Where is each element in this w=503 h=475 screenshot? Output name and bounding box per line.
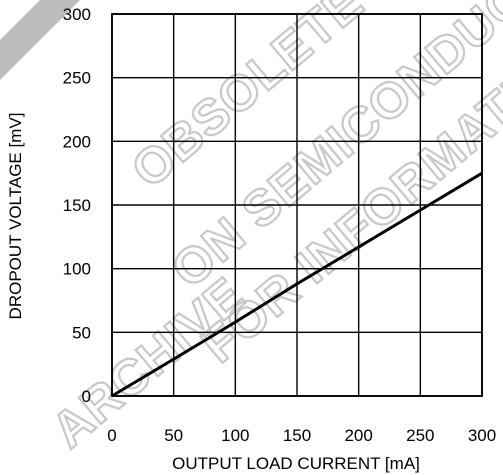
x-axis-title: OUTPUT LOAD CURRENT [mA] [172, 454, 420, 473]
x-tick-label: 100 [221, 426, 249, 445]
y-tick-label: 300 [63, 5, 91, 24]
x-tick-label: 50 [164, 426, 183, 445]
y-tick-label: 200 [63, 132, 91, 151]
x-tick-label: 250 [406, 426, 434, 445]
y-tick-label: 100 [63, 260, 91, 279]
series-line [111, 171, 483, 398]
plot-border [111, 13, 483, 397]
y-axis-title: DROPOUT VOLTAGE [mV] [6, 113, 25, 320]
corner-banner [0, 0, 80, 80]
y-tick-label: 150 [63, 196, 91, 215]
y-tick-label: 250 [63, 69, 91, 88]
x-tick-label: 300 [468, 426, 496, 445]
y-tick-label: 0 [82, 387, 91, 406]
x-tick-labels: 0 50 100 150 200 250 300 [107, 426, 496, 445]
series-group [111, 171, 483, 398]
y-tick-labels: 0 50 100 150 200 250 300 [63, 5, 91, 406]
plot-frame [111, 13, 483, 397]
y-tick-label: 50 [72, 323, 91, 342]
x-tick-label: 200 [344, 426, 372, 445]
x-tick-label: 150 [283, 426, 311, 445]
x-tick-label: 0 [107, 426, 116, 445]
